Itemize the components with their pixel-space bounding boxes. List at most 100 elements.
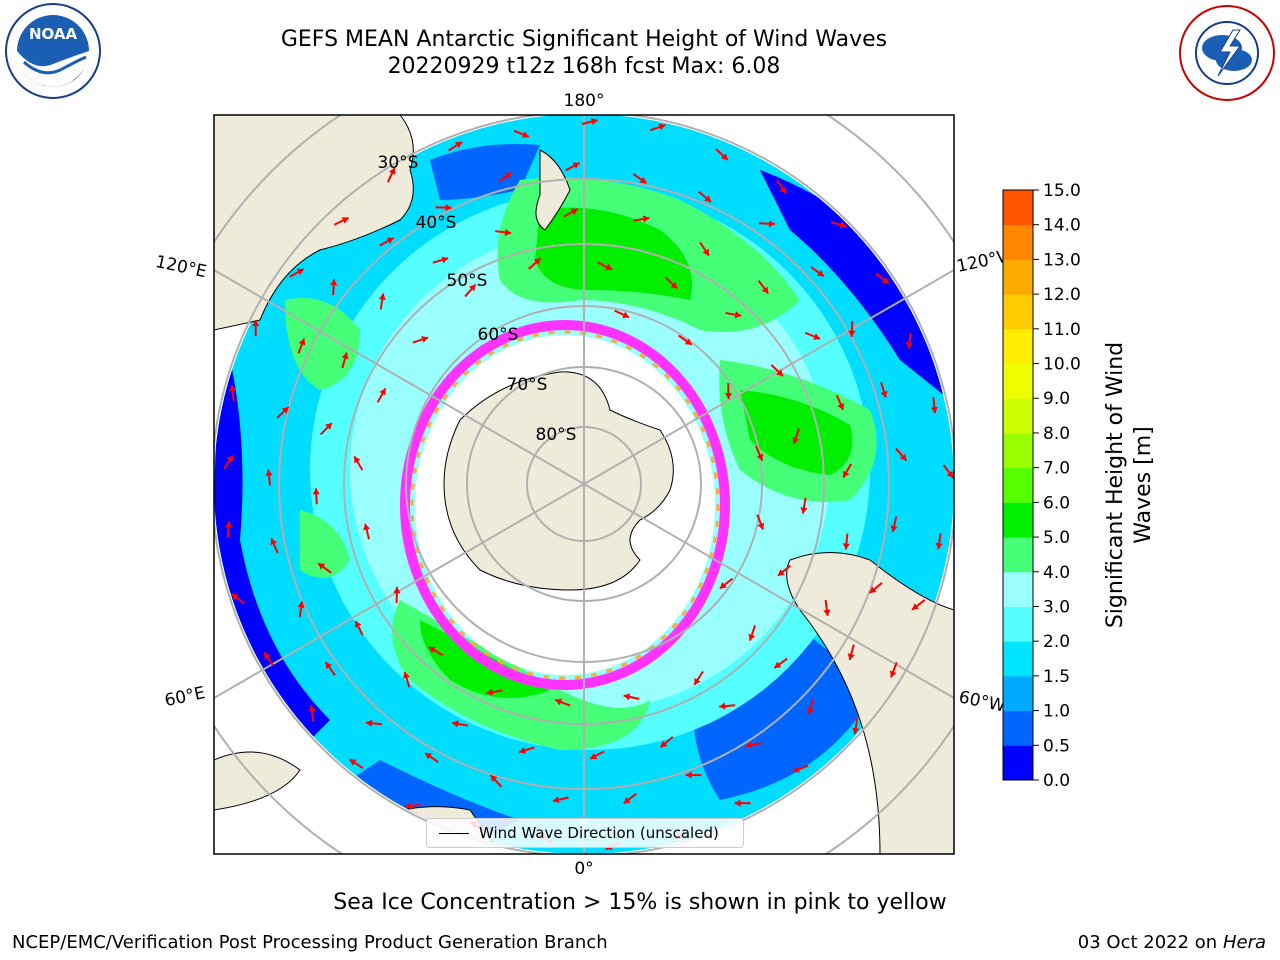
wind-wave-arrowhead — [264, 652, 271, 660]
wind-wave-arrowhead — [761, 286, 769, 294]
wind-wave-arrowhead — [555, 698, 563, 706]
wind-wave-arrowhead — [386, 237, 394, 245]
wind-wave-arrowhead — [519, 746, 526, 754]
colorbar-tick-label: 3.0 — [1043, 597, 1070, 617]
wind-wave-arrowhead — [441, 256, 449, 264]
wind-wave-arrowhead — [226, 455, 233, 463]
colorbar-segment — [1003, 606, 1033, 642]
wind-wave-arrowhead — [720, 153, 728, 161]
wind-wave-arrowhead — [403, 672, 410, 679]
wind-wave-arrowhead — [533, 258, 541, 265]
lon-label-right-lower: 60°W — [957, 687, 1007, 716]
colorbar-tick-label: 2.0 — [1043, 632, 1070, 652]
wind-wave-arrowhead — [365, 719, 373, 727]
colorbar-segment — [1003, 190, 1033, 226]
wind-wave-arrowhead — [388, 167, 396, 175]
wind-wave-arrowhead — [842, 543, 850, 550]
wind-wave-arrowhead — [270, 538, 278, 546]
wind-wave-arrowhead — [296, 268, 304, 276]
wind-wave-arrowhead — [297, 601, 305, 608]
wave-patch-high-n-core — [535, 207, 692, 300]
wind-wave-arrowhead — [839, 221, 847, 229]
wind-wave-arrowhead — [421, 335, 429, 343]
wind-wave-arrowhead — [265, 469, 273, 476]
wave-patch-high-e-core — [740, 390, 853, 475]
wind-wave-arrowhead — [354, 456, 361, 464]
colorbar-segment — [1003, 745, 1033, 781]
wind-wave-arrowhead — [341, 352, 349, 360]
wind-wave-arrowhead — [393, 586, 401, 594]
wind-wave-arrowhead — [734, 799, 741, 807]
sea-ice-edge-outer — [400, 320, 730, 690]
wind-wave-arrowhead — [847, 653, 855, 661]
wind-wave-arrowhead — [231, 593, 239, 601]
sea-ice-edge-inner — [410, 330, 720, 680]
wind-wave-arrowhead — [793, 766, 800, 773]
wave-patch-very-low-n — [430, 144, 540, 200]
wind-wave-arrowhead — [490, 775, 498, 782]
wind-wave-arrowhead — [379, 388, 386, 396]
wind-wave-arrowhead — [719, 702, 726, 710]
wind-wave-arrowhead — [312, 488, 320, 495]
wind-wave-arrowhead — [341, 217, 349, 224]
wind-wave-arrowhead — [622, 311, 630, 319]
colorbar-tick-label: 1.0 — [1043, 702, 1070, 722]
wind-wave-arrowhead — [225, 521, 233, 528]
lat-label-80s: 80°S — [536, 425, 577, 445]
wind-wave-arrowhead — [890, 525, 898, 533]
lat-label-70s: 70°S — [507, 375, 548, 395]
colorbar-tick-label: 0.5 — [1043, 736, 1070, 756]
lon-label-left-lower: 60°E — [163, 683, 207, 711]
wind-wave-arrowhead — [843, 470, 850, 478]
wind-wave-arrowhead — [905, 342, 914, 349]
wind-wave-arrowhead — [639, 176, 647, 184]
colorbar-segment — [1003, 328, 1033, 365]
wind-wave-arrowhead — [806, 707, 814, 715]
wind-wave-arrowhead — [363, 523, 371, 531]
wind-wave-arrowhead — [552, 796, 560, 804]
colorbar: 0.0 0.5 1.0 1.5 2.0 3.0 4.0 5.0 6.0 7.0 8.0 9.0 10.0… — [1003, 181, 1081, 791]
wind-wave-arrowhead — [486, 688, 494, 696]
credit-host: Hera — [1222, 932, 1266, 953]
lon-label-top: 180° — [564, 91, 605, 111]
map-legend: Wind Wave Direction (unscaled) — [426, 818, 744, 848]
wind-wave-arrowhead — [946, 470, 954, 478]
colorbar-segment — [1003, 571, 1033, 607]
wind-wave-arrowhead — [837, 403, 845, 410]
wind-wave-arrowhead — [349, 759, 357, 766]
wind-wave-arrowhead — [912, 603, 920, 610]
wind-wave-arrowhead — [455, 142, 463, 149]
credit-right: 03 Oct 2022 on Hera — [1078, 932, 1266, 953]
credit-date: 03 Oct 2022 on — [1077, 932, 1223, 953]
colorbar-segment — [1003, 710, 1033, 746]
lat-label-40s: 40°S — [416, 213, 457, 233]
wind-wave-arrowhead — [330, 279, 338, 286]
lat-label-50s: 50°S — [447, 271, 488, 291]
wind-wave-arrowhead — [425, 753, 433, 760]
colorbar-label-line1: Significant Height of Wind — [1103, 342, 1128, 628]
colorbar-frame — [1002, 189, 1034, 781]
colorbar-segment — [1003, 675, 1033, 712]
wind-wave-arrowhead — [684, 338, 692, 345]
wind-wave-arrowhead — [757, 522, 765, 530]
wind-wave-arrowhead — [935, 542, 943, 550]
wind-wave-arrowhead — [813, 333, 821, 340]
wind-wave-arrowhead — [694, 677, 701, 685]
wind-wave-arrowhead — [852, 727, 860, 735]
colorbar-tick-label: 13.0 — [1043, 250, 1081, 270]
colorbar-tick-label: 6.0 — [1043, 493, 1070, 513]
wind-wave-arrowhead — [428, 646, 436, 654]
wind-wave-arrowhead — [468, 284, 476, 292]
wind-wave-arrowhead — [252, 320, 260, 327]
credit-left: NCEP/EMC/Verification Post Processing Pr… — [12, 932, 608, 953]
wind-wave-arrowhead — [777, 569, 785, 576]
wind-wave-arrowhead — [745, 741, 753, 749]
wave-patch-high-sw — [300, 510, 350, 578]
noaa-logo: NOAA — [4, 2, 102, 100]
wind-wave-arrowhead — [318, 563, 326, 570]
antarctica-land — [443, 371, 674, 591]
colorbar-tick-label: 11.0 — [1043, 320, 1081, 340]
noaa-logo-text: NOAA — [29, 25, 78, 43]
colorbar-segment — [1003, 398, 1033, 434]
wind-wave-arrowhead — [748, 633, 756, 641]
